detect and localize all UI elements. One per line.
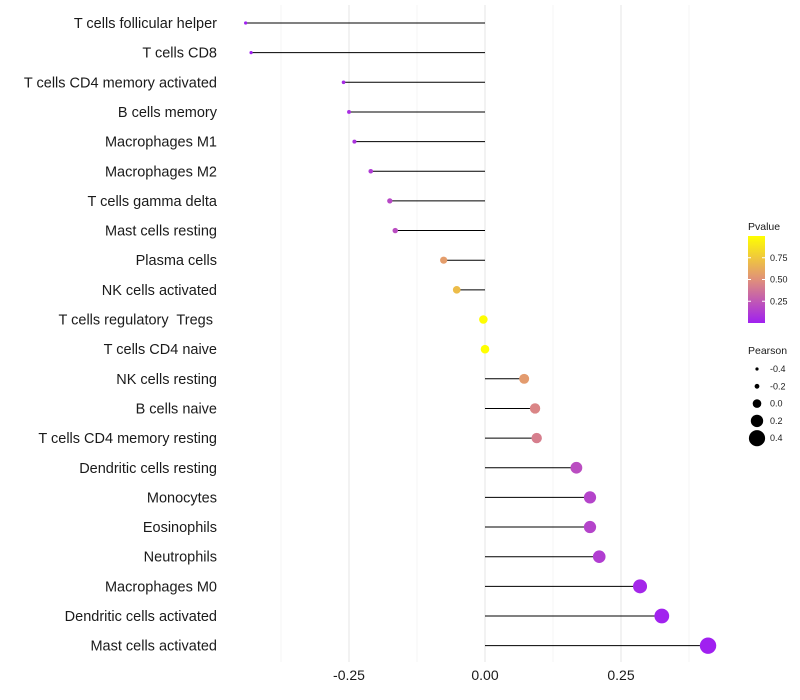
colorbar-tick-label: 0.75 <box>770 253 788 263</box>
x-tick-label: 0.25 <box>607 667 634 683</box>
category-label: Mast cells resting <box>105 224 217 240</box>
category-label: T cells CD4 naive <box>104 342 217 358</box>
data-point <box>699 637 717 654</box>
pvalue-legend-ticks: 0.25 0.50 0.75 <box>748 253 788 306</box>
x-axis-ticks: -0.25 0.00 0.25 <box>333 667 635 683</box>
data-point <box>633 579 648 594</box>
pearson-legend-label: -0.2 <box>770 381 786 391</box>
pvalue-legend-title: Pvalue <box>748 221 780 233</box>
data-point <box>341 80 346 85</box>
data-point <box>249 51 253 55</box>
data-point <box>583 520 597 534</box>
category-label: B cells memory <box>118 105 218 121</box>
stems <box>245 22 709 647</box>
category-label: Neutrophils <box>144 550 217 566</box>
pearson-legend-title: Pearson <box>748 345 787 357</box>
pearson-legend: Pearson -0.4 -0.2 0.0 0.2 0.4 <box>748 345 787 447</box>
data-point <box>479 315 488 324</box>
pearson-legend-label: 0.4 <box>770 433 783 443</box>
data-point <box>392 227 398 234</box>
data-point <box>529 403 541 414</box>
colorbar-tick-label: 0.50 <box>770 275 788 285</box>
data-point <box>519 373 530 384</box>
category-label: Eosinophils <box>143 520 217 536</box>
data-point <box>347 110 351 114</box>
category-label: Plasma cells <box>136 253 217 269</box>
data-point <box>583 491 597 504</box>
points <box>244 21 717 654</box>
pearson-legend-dot <box>755 367 759 371</box>
grid-lines <box>280 5 690 662</box>
data-point <box>368 168 374 174</box>
data-point <box>480 344 490 354</box>
category-label: Macrophages M2 <box>105 164 217 180</box>
category-label: T cells CD4 memory resting <box>38 431 217 447</box>
data-point <box>654 608 670 624</box>
pearson-legend-dot <box>750 414 764 428</box>
category-label: Mast cells activated <box>90 639 217 655</box>
pearson-legend-dot <box>752 399 762 408</box>
category-label: Dendritic cells resting <box>79 461 217 477</box>
pearson-legend-label: 0.0 <box>770 399 783 409</box>
data-point <box>244 21 248 25</box>
pearson-legend-dot <box>754 383 760 389</box>
category-label: T cells follicular helper <box>74 16 217 32</box>
x-tick-label: -0.25 <box>333 667 365 683</box>
category-label: T cells CD8 <box>142 46 217 62</box>
colorbar-tick-label: 0.25 <box>770 296 788 306</box>
category-label: T cells regulatory Tregs <box>59 313 218 329</box>
data-point <box>440 256 448 264</box>
x-tick-label: 0.00 <box>471 667 498 683</box>
pvalue-colorbar <box>748 236 765 323</box>
data-point <box>531 432 542 444</box>
category-label: Monocytes <box>147 490 217 506</box>
data-point <box>452 286 461 294</box>
category-label: NK cells activated <box>102 283 217 299</box>
category-label: Macrophages M0 <box>105 579 217 595</box>
data-point <box>592 550 606 563</box>
category-label: Dendritic cells activated <box>65 609 217 625</box>
pearson-legend-keys: -0.4 -0.2 0.0 0.2 0.4 <box>748 364 786 447</box>
data-point <box>570 461 583 474</box>
pearson-legend-dot <box>748 430 766 447</box>
category-label: T cells CD4 memory activated <box>24 75 217 91</box>
data-point <box>387 198 393 204</box>
pvalue-legend: Pvalue 0.25 0.50 0.75 <box>748 221 788 323</box>
category-labels: T cells follicular helper T cells CD8 T ce… <box>24 16 218 655</box>
pearson-legend-label: -0.4 <box>770 364 786 374</box>
category-label: NK cells resting <box>116 372 217 388</box>
pearson-legend-label: 0.2 <box>770 416 783 426</box>
data-point <box>352 139 357 144</box>
category-label: B cells naive <box>136 401 217 417</box>
category-label: Macrophages M1 <box>105 135 217 151</box>
category-label: T cells gamma delta <box>88 194 218 210</box>
